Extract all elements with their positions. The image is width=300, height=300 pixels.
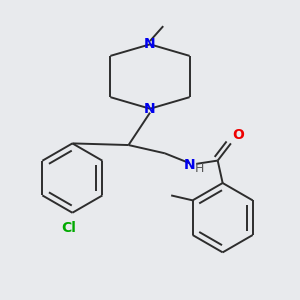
Text: O: O [232,128,244,142]
Text: Cl: Cl [62,221,76,235]
Text: N: N [184,158,195,172]
Text: H: H [195,162,204,175]
Text: N: N [144,37,156,51]
Text: N: N [144,102,156,116]
